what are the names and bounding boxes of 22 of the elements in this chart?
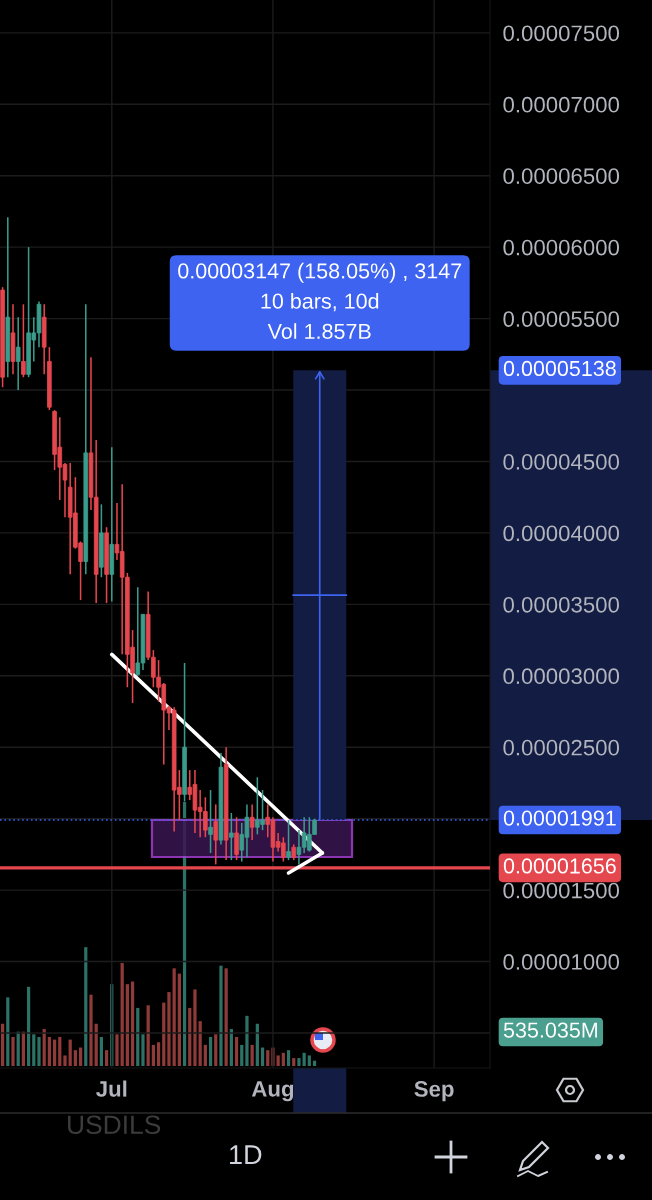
y-tick-label: 0.00007000 xyxy=(503,96,620,113)
y-tick-label: 0.00004000 xyxy=(503,525,620,542)
text: USDILS xyxy=(68,1115,161,1135)
text: 535.035M xyxy=(503,1022,597,1038)
y-tick-label: 0.00006500 xyxy=(503,168,620,185)
text: 0.00005138 xyxy=(503,360,616,377)
y-tick-label: 0.00005500 xyxy=(503,311,620,327)
y-tick-label: 0.00002500 xyxy=(503,739,620,756)
x-tick-label: Sep xyxy=(414,1081,454,1102)
x-tick-label: Jul xyxy=(96,1080,127,1097)
y-tick-label: 0.00003000 xyxy=(503,668,620,685)
x-tick-label: Aug xyxy=(251,1081,294,1102)
y-tick-label: 0.00004500 xyxy=(503,454,620,470)
y-tick-label: 0.00006000 xyxy=(503,239,620,256)
ref-line-label: 0.00001656 xyxy=(503,858,616,874)
y-tick-label: 0.00007500 xyxy=(503,25,620,42)
y-tick-label: 0.00001500 xyxy=(503,882,620,899)
annotation: 0.00003147 (158.05%) , 3147 10 bars, 10d Vol 1.857B xyxy=(178,262,462,339)
y-tick-label: 0.00003500 xyxy=(503,596,620,613)
text: 1D xyxy=(230,1145,262,1164)
ref-line-label: 0.00001991 xyxy=(503,810,616,826)
y-tick-label: 0.00001000 xyxy=(503,954,620,970)
